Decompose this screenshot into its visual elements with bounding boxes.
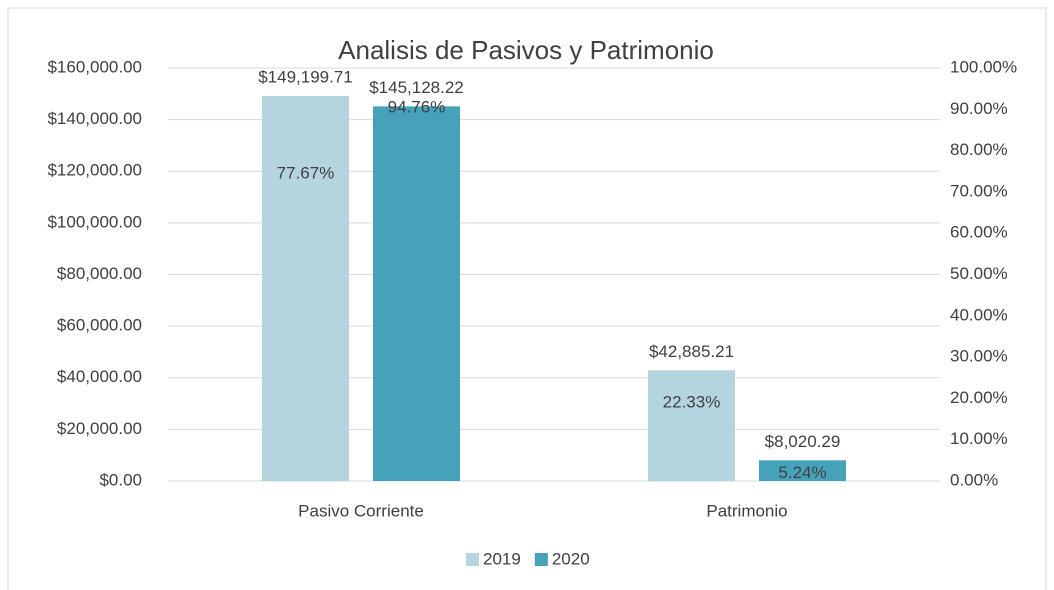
legend-label: 2020: [552, 549, 590, 568]
y2-tick-label: 20.00%: [950, 388, 1008, 407]
legend-swatch: [466, 553, 479, 566]
y-tick-label: $160,000.00: [47, 57, 142, 76]
legend-swatch: [534, 553, 548, 566]
x-tick-label: Pasivo Corriente: [298, 501, 424, 520]
chart-border: [7, 7, 1047, 590]
y-tick-label: $140,000.00: [47, 109, 142, 128]
share-label: 94.76%: [388, 97, 446, 116]
value-label: $149,199.71: [258, 67, 353, 86]
y2-tick-label: 80.00%: [950, 140, 1008, 159]
y2-tick-label: 0.00%: [950, 470, 998, 489]
y2-tick-label: 100.00%: [950, 57, 1017, 76]
y2-tick-label: 50.00%: [950, 264, 1008, 283]
y2-tick-label: 40.00%: [950, 305, 1008, 324]
value-label: $42,885.21: [649, 342, 734, 361]
y-tick-label: $20,000.00: [57, 419, 142, 438]
y2-tick-label: 90.00%: [950, 99, 1008, 118]
value-label: $145,128.22: [369, 78, 464, 97]
y-tick-label: $80,000.00: [57, 264, 142, 283]
y-tick-label: $60,000.00: [57, 316, 142, 335]
y-tick-label: $0.00: [99, 470, 142, 489]
y2-tick-label: 70.00%: [950, 181, 1008, 200]
y-tick-label: $120,000.00: [47, 161, 142, 180]
bar: [648, 370, 735, 481]
y2-tick-label: 60.00%: [950, 223, 1008, 242]
y-tick-label: $100,000.00: [47, 212, 142, 231]
y2-tick-label: 30.00%: [950, 347, 1008, 366]
share-label: 77.67%: [277, 164, 335, 183]
legend-label: 2019: [483, 549, 521, 568]
y2-tick-label: 10.00%: [950, 429, 1008, 448]
bar: [373, 106, 460, 481]
y-tick-label: $40,000.00: [57, 367, 142, 386]
x-tick-label: Patrimonio: [706, 501, 787, 520]
value-label: $8,020.29: [765, 432, 841, 451]
chart-title: Analisis de Pasivos y Patrimonio: [338, 35, 714, 65]
share-label: 5.24%: [778, 463, 826, 482]
bar: [759, 460, 846, 481]
share-label: 22.33%: [663, 392, 721, 411]
bar: [262, 95, 349, 482]
